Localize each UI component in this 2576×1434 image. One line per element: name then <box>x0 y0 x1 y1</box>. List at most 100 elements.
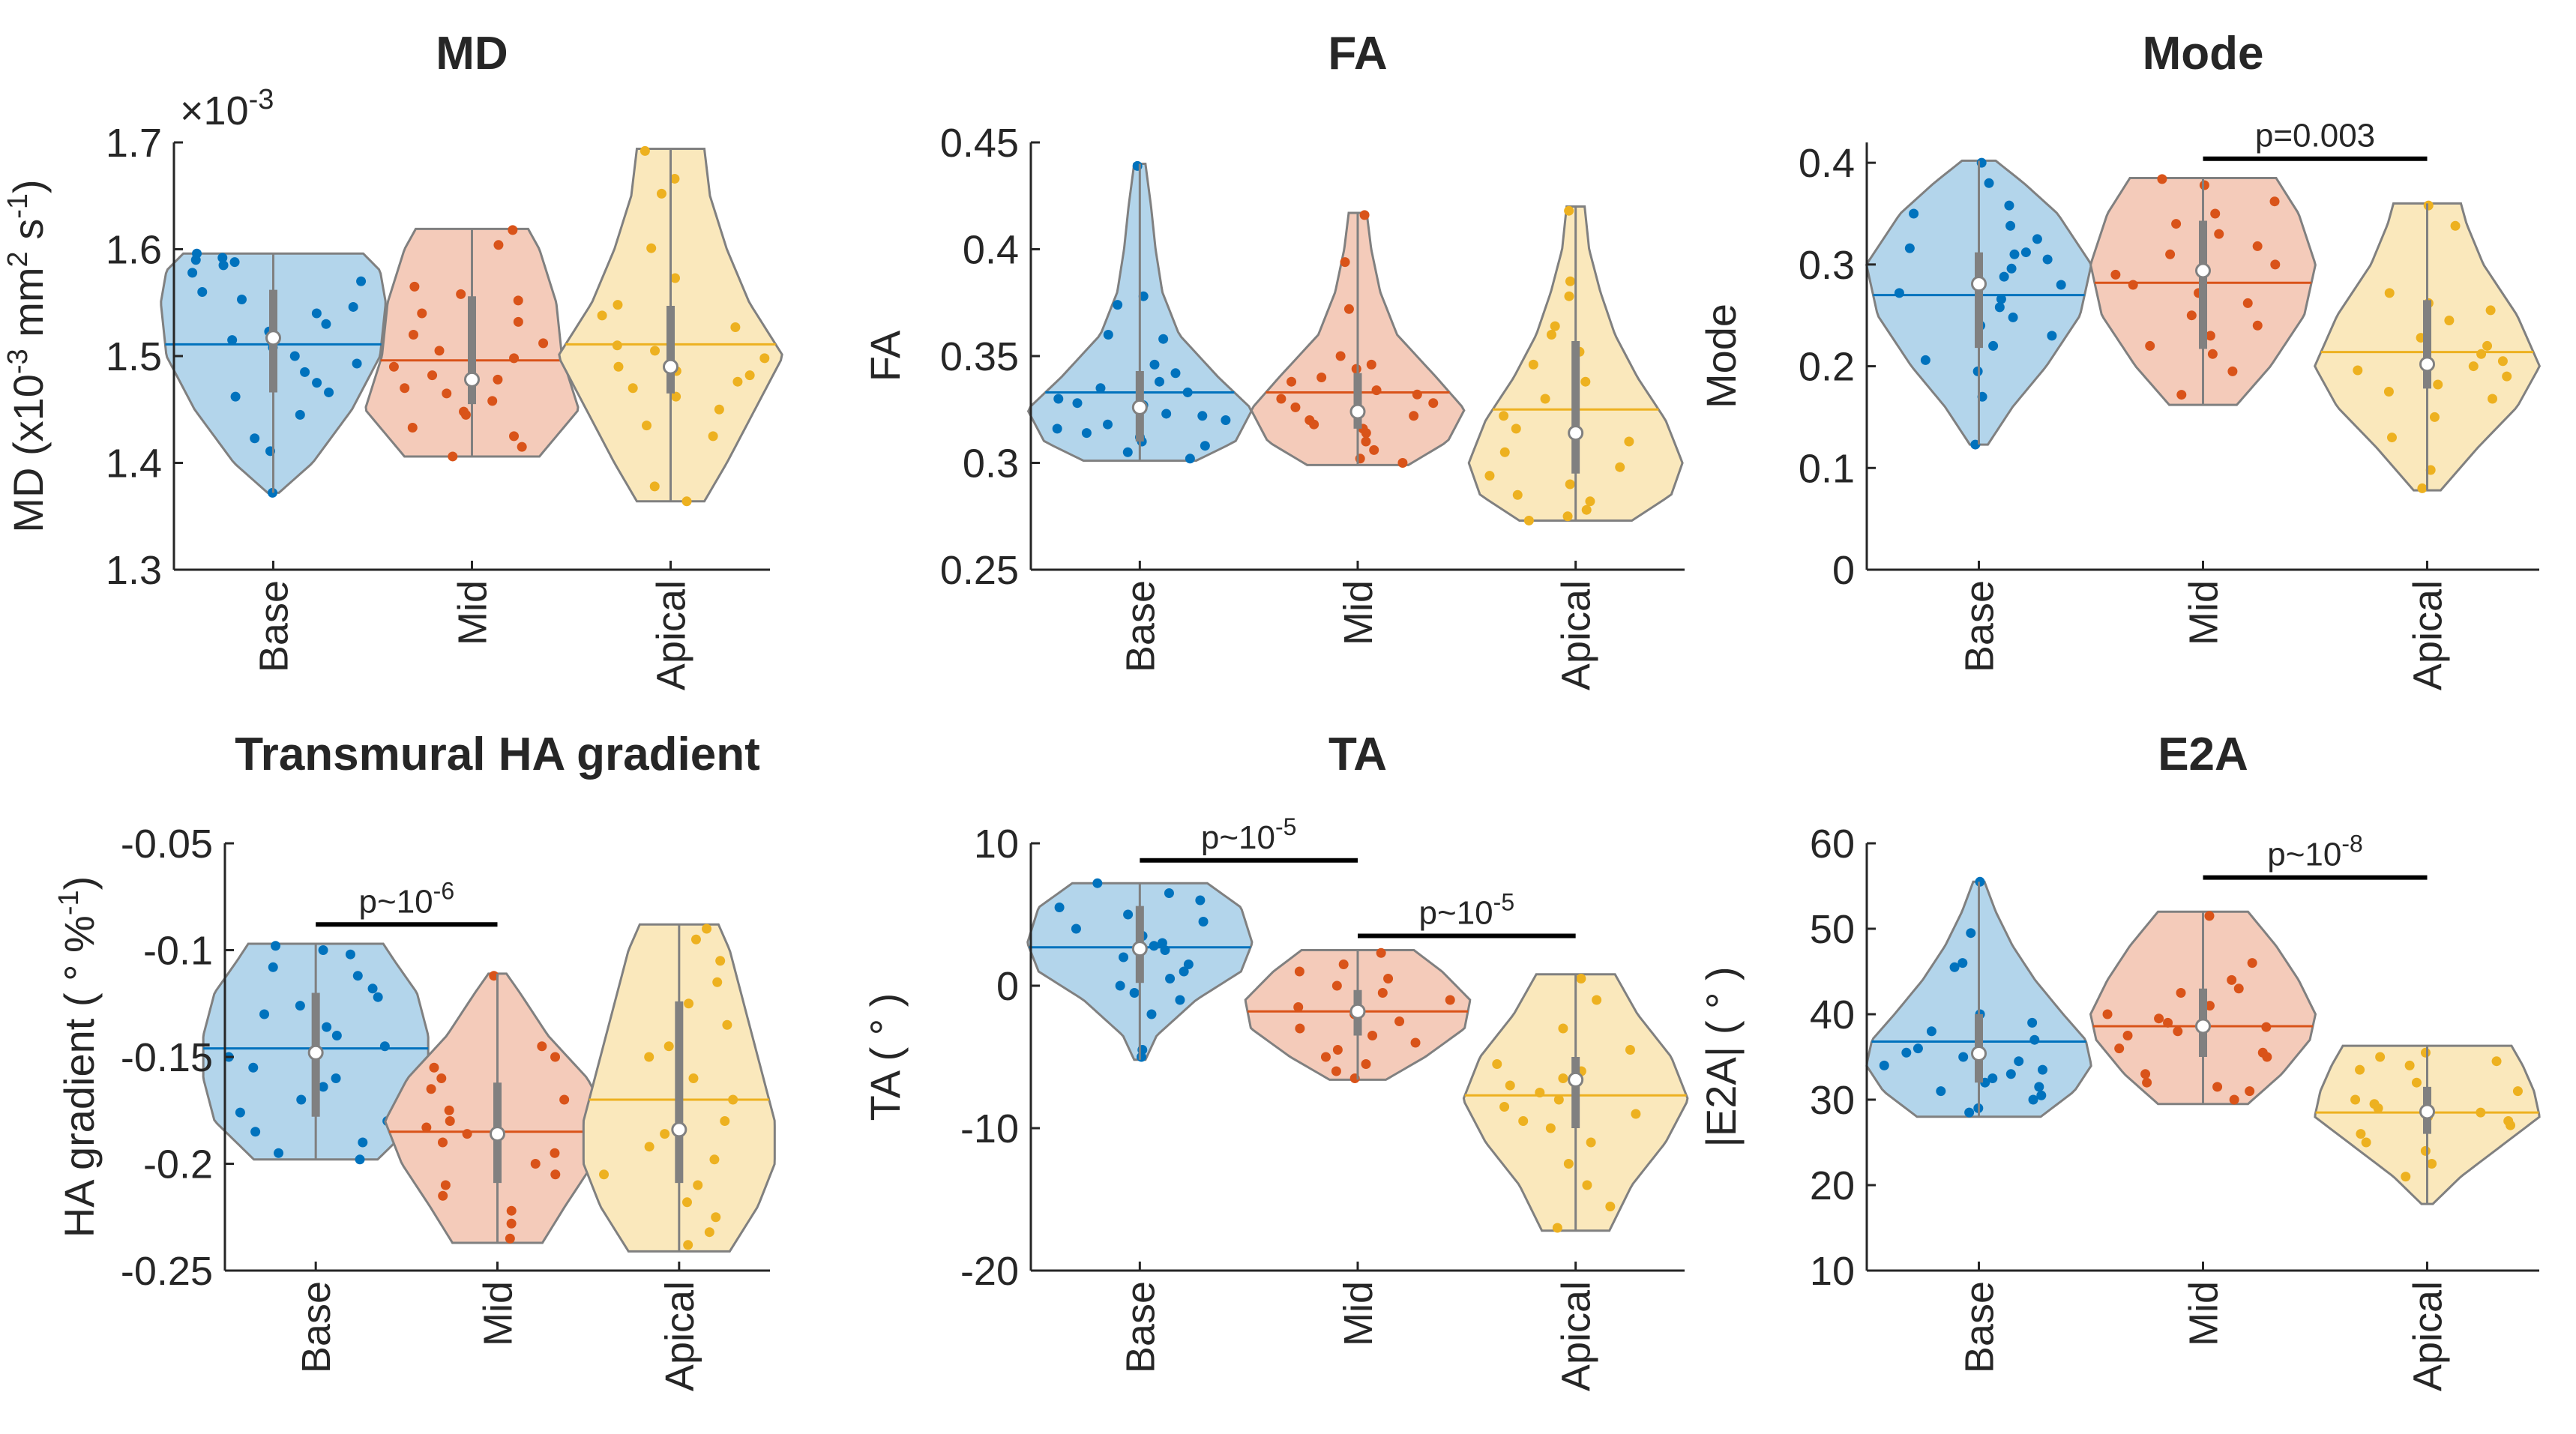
data-point <box>732 376 743 387</box>
data-point <box>1071 924 1081 934</box>
data-point <box>759 353 770 364</box>
y-axis-label: FA <box>861 330 909 382</box>
data-point <box>227 335 238 346</box>
data-point <box>296 1094 307 1105</box>
data-point <box>190 255 201 265</box>
data-point <box>312 378 322 388</box>
data-point <box>1081 428 1092 439</box>
violin-base <box>1865 876 2092 1118</box>
median-marker <box>663 358 678 375</box>
y-tick-label: -0.2 <box>143 1142 213 1187</box>
data-point <box>681 496 692 507</box>
data-point <box>683 1240 693 1250</box>
violin-apical <box>1462 973 1689 1233</box>
data-point <box>550 1148 560 1158</box>
data-point <box>509 431 520 442</box>
data-point <box>2386 433 2397 443</box>
data-point <box>322 1022 332 1032</box>
data-point <box>2008 312 2018 322</box>
data-point <box>407 422 418 433</box>
data-point <box>427 370 438 381</box>
y-axis-label: TA ( ° ) <box>861 993 909 1121</box>
data-point <box>331 1073 341 1083</box>
p-value-label: p~10-8 <box>2267 831 2363 873</box>
data-point <box>1195 895 1206 906</box>
data-point <box>1984 178 1994 188</box>
data-point <box>2429 412 2440 422</box>
violin-base <box>1865 157 2093 450</box>
violin-base <box>160 248 387 498</box>
x-tick-label: Mid <box>451 580 496 645</box>
data-point <box>537 1041 547 1052</box>
data-point <box>2004 200 2014 211</box>
data-point <box>2145 340 2155 351</box>
y-tick-label: 1.5 <box>106 334 162 379</box>
data-point <box>1428 398 1439 409</box>
data-point <box>2154 1013 2164 1024</box>
data-point <box>1221 415 1231 425</box>
data-point <box>2269 196 2280 207</box>
data-point <box>358 1137 368 1148</box>
data-point <box>513 316 523 327</box>
data-point <box>2027 1017 2038 1028</box>
significance-annotation: p~10-5 <box>1358 889 1576 939</box>
data-point <box>2142 1077 2152 1088</box>
data-point <box>1371 385 1382 396</box>
data-point <box>1909 208 1919 219</box>
median-marker <box>2419 356 2435 373</box>
data-point <box>1585 496 1595 507</box>
data-point <box>506 1205 517 1216</box>
x-tick-label: Mid <box>1336 580 1381 645</box>
data-point <box>2262 1052 2272 1062</box>
median-marker <box>1131 941 1148 957</box>
data-point <box>660 1129 670 1139</box>
data-point <box>1563 1159 1574 1169</box>
data-point <box>508 225 518 235</box>
data-point <box>352 971 363 981</box>
data-point <box>1994 302 2005 313</box>
data-point <box>2214 229 2224 239</box>
median-marker <box>671 1121 687 1138</box>
data-point <box>2420 1047 2431 1058</box>
data-point <box>2401 1172 2411 1182</box>
data-point <box>348 301 358 312</box>
data-point <box>250 433 260 444</box>
data-point <box>1552 1223 1562 1233</box>
x-tick-label: Apical <box>1554 1281 1599 1391</box>
data-point <box>2485 305 2496 316</box>
data-point <box>1366 359 1376 370</box>
x-tick-label: Mid <box>2182 1281 2227 1346</box>
data-point <box>1295 1023 1305 1034</box>
data-point <box>2245 1086 2255 1097</box>
data-point <box>1499 1102 1510 1112</box>
data-point <box>1518 1116 1529 1126</box>
violin-apical <box>1467 205 1684 525</box>
data-point <box>1624 436 1634 447</box>
data-point <box>1920 355 1931 365</box>
data-point <box>1338 959 1349 969</box>
data-point <box>2207 349 2218 359</box>
data-point <box>642 421 652 431</box>
data-point <box>2361 1137 2371 1148</box>
data-point <box>1376 948 1386 958</box>
data-point <box>1586 1137 1596 1148</box>
data-point <box>2270 259 2281 270</box>
data-point <box>2252 320 2263 331</box>
data-point <box>1545 1123 1556 1133</box>
y-tick-label: 1.4 <box>106 442 162 486</box>
data-point <box>1175 995 1185 1005</box>
data-point <box>2199 180 2209 190</box>
data-point <box>400 383 410 394</box>
data-point <box>1359 210 1370 220</box>
data-point <box>442 388 452 399</box>
significance-annotation: p~10-6 <box>316 877 498 927</box>
data-point <box>1958 1052 1969 1062</box>
x-tick-label: Mid <box>2182 580 2227 645</box>
data-point <box>444 1105 454 1115</box>
data-point <box>1540 394 1550 404</box>
data-point <box>1558 1073 1568 1083</box>
data-point <box>217 253 228 263</box>
data-point <box>318 1082 328 1092</box>
y-tick-label: 20 <box>1810 1163 1855 1208</box>
data-point <box>1499 447 1510 457</box>
